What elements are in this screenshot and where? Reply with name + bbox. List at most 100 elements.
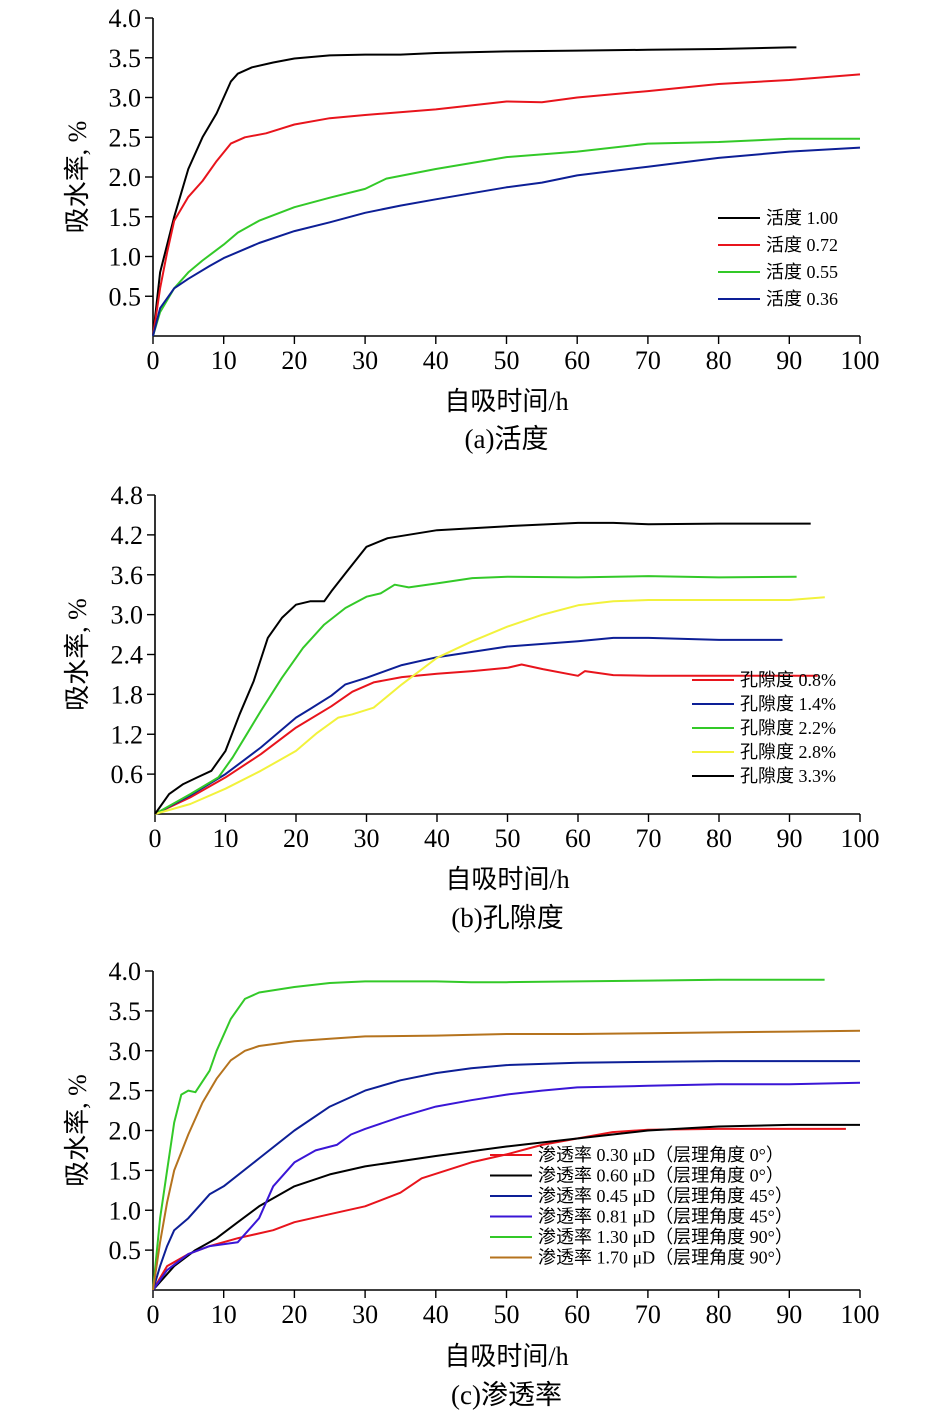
- y-tick-label: 0.5: [109, 1236, 142, 1265]
- x-tick-label: 10: [211, 1300, 237, 1329]
- legend-label: 渗透率 1.30 μD（层理角度 90°）: [538, 1227, 793, 1247]
- legend-label: 孔隙度 3.3%: [740, 766, 836, 786]
- series-line-2: [154, 575, 797, 815]
- y-tick-label: 0.6: [111, 760, 144, 789]
- x-tick-label: 100: [841, 346, 880, 375]
- series-line-3: [152, 1081, 861, 1291]
- x-tick-label: 60: [564, 346, 590, 375]
- y-tick-label: 1.5: [109, 203, 142, 232]
- x-axis-label: 自吸时间/h: [445, 865, 569, 894]
- x-tick-label: 0: [147, 1300, 160, 1329]
- y-tick-label: 2.4: [111, 641, 144, 670]
- y-tick-label: 2.0: [109, 163, 142, 192]
- legend-label: 孔隙度 1.4%: [740, 694, 836, 714]
- y-tick-label: 4.0: [109, 4, 142, 33]
- legend-label: 活度 0.72: [766, 235, 838, 255]
- series-line-4: [154, 521, 811, 815]
- series-line-1: [152, 1123, 860, 1291]
- x-tick-label: 50: [495, 824, 521, 853]
- y-tick-label: 4.2: [111, 521, 144, 550]
- legend-label: 孔隙度 2.2%: [740, 718, 836, 738]
- x-tick-label: 0: [147, 346, 160, 375]
- legend: 活度 1.00 活度 0.72 活度 0.55 活度 0.36: [718, 208, 838, 309]
- x-tick-label: 90: [776, 346, 802, 375]
- series-line-5: [152, 1029, 861, 1291]
- x-tick-label: 20: [281, 1300, 307, 1329]
- legend-label: 活度 0.55: [766, 262, 838, 282]
- y-tick-label: 1.8: [111, 680, 144, 709]
- x-tick-label: 40: [423, 1300, 449, 1329]
- series-line-1: [152, 73, 861, 337]
- legend-label: 渗透率 0.60 μD（层理角度 0°）: [538, 1166, 784, 1186]
- x-tick-label: 50: [494, 346, 520, 375]
- chart-panel-0: 0 10 20 30 40 50 60 70 80 90 100 0.5 1.0 1.5 2.0 2.5 3.0…: [63, 4, 880, 454]
- series-line-3: [154, 596, 825, 815]
- y-tick-label: 0.5: [109, 282, 142, 311]
- x-tick-label: 80: [706, 346, 732, 375]
- y-tick-label: 1.2: [111, 720, 144, 749]
- y-tick-label: 1.0: [109, 1196, 142, 1225]
- y-tick-label: 2.5: [109, 123, 142, 152]
- legend-label: 渗透率 1.70 μD（层理角度 90°）: [538, 1248, 793, 1268]
- legend-label: 活度 1.00: [766, 208, 838, 228]
- legend-label: 孔隙度 2.8%: [740, 742, 836, 762]
- chart-panel-2: 0 10 20 30 40 50 60 70 80 90 100 0.5 1.0 1.5 2.0 2.5 3.0…: [63, 957, 880, 1410]
- x-tick-label: 100: [841, 1300, 880, 1329]
- x-tick-label: 30: [352, 1300, 378, 1329]
- series-line-1: [154, 636, 783, 815]
- y-tick-label: 1.5: [109, 1156, 142, 1185]
- y-tick-label: 3.0: [109, 84, 142, 113]
- series-line-0: [154, 663, 818, 815]
- x-tick-label: 100: [841, 824, 880, 853]
- y-tick-label: 3.0: [111, 601, 144, 630]
- x-tick-label: 90: [776, 1300, 802, 1329]
- series-line-2: [152, 1060, 860, 1291]
- panel-caption: (a)活度: [465, 424, 549, 454]
- legend-label: 渗透率 0.30 μD（层理角度 0°）: [538, 1145, 784, 1165]
- x-tick-label: 90: [777, 824, 803, 853]
- x-tick-label: 70: [635, 1300, 661, 1329]
- y-tick-label: 3.6: [111, 561, 144, 590]
- x-tick-label: 70: [636, 824, 662, 853]
- legend: 孔隙度 0.8% 孔隙度 1.4% 孔隙度 2.2% 孔隙度 2.8% 孔隙度 3.3%: [692, 670, 836, 786]
- y-axis-label: 吸水率, %: [63, 121, 92, 234]
- x-tick-label: 70: [635, 346, 661, 375]
- x-tick-label: 20: [283, 824, 309, 853]
- x-tick-label: 40: [424, 824, 450, 853]
- y-axis-label: 吸水率, %: [63, 1074, 92, 1187]
- legend-label: 活度 0.36: [766, 289, 838, 309]
- y-tick-label: 3.5: [109, 997, 142, 1026]
- x-tick-label: 80: [706, 1300, 732, 1329]
- x-axis-label: 自吸时间/h: [444, 1342, 568, 1371]
- x-tick-label: 60: [564, 1300, 590, 1329]
- panel-caption: (b)孔隙度: [451, 903, 563, 933]
- legend-label: 渗透率 0.45 μD（层理角度 45°）: [538, 1186, 793, 1206]
- y-tick-label: 3.0: [109, 1037, 142, 1066]
- series-line-2: [152, 137, 860, 337]
- panel-caption: (c)渗透率: [451, 1380, 562, 1410]
- chart-panel-1: 0 10 20 30 40 50 60 70 80 90 100 0.6 1.2 1.8 2.4 3.0 3.6…: [63, 481, 880, 933]
- series-line-4: [152, 978, 825, 1291]
- x-tick-label: 80: [706, 824, 732, 853]
- y-tick-label: 2.0: [109, 1117, 142, 1146]
- x-tick-label: 10: [213, 824, 239, 853]
- x-tick-label: 0: [149, 824, 162, 853]
- y-tick-label: 2.5: [109, 1077, 142, 1106]
- legend-label: 渗透率 0.81 μD（层理角度 45°）: [538, 1207, 793, 1227]
- y-tick-label: 3.5: [109, 44, 142, 73]
- y-tick-label: 4.8: [111, 481, 144, 510]
- x-axis-label: 自吸时间/h: [444, 387, 568, 416]
- x-tick-label: 50: [494, 1300, 520, 1329]
- x-tick-label: 30: [354, 824, 380, 853]
- x-tick-label: 20: [281, 346, 307, 375]
- x-tick-label: 10: [211, 346, 237, 375]
- series-line-0: [152, 46, 797, 337]
- x-tick-label: 40: [423, 346, 449, 375]
- series-line-3: [152, 146, 861, 337]
- y-axis-label: 吸水率, %: [63, 598, 92, 711]
- legend-label: 孔隙度 0.8%: [740, 670, 836, 690]
- legend: 渗透率 0.30 μD（层理角度 0°）渗透率 0.60 μD（层理角度 0°）…: [490, 1145, 793, 1268]
- x-tick-label: 60: [565, 824, 591, 853]
- y-tick-label: 4.0: [109, 957, 142, 986]
